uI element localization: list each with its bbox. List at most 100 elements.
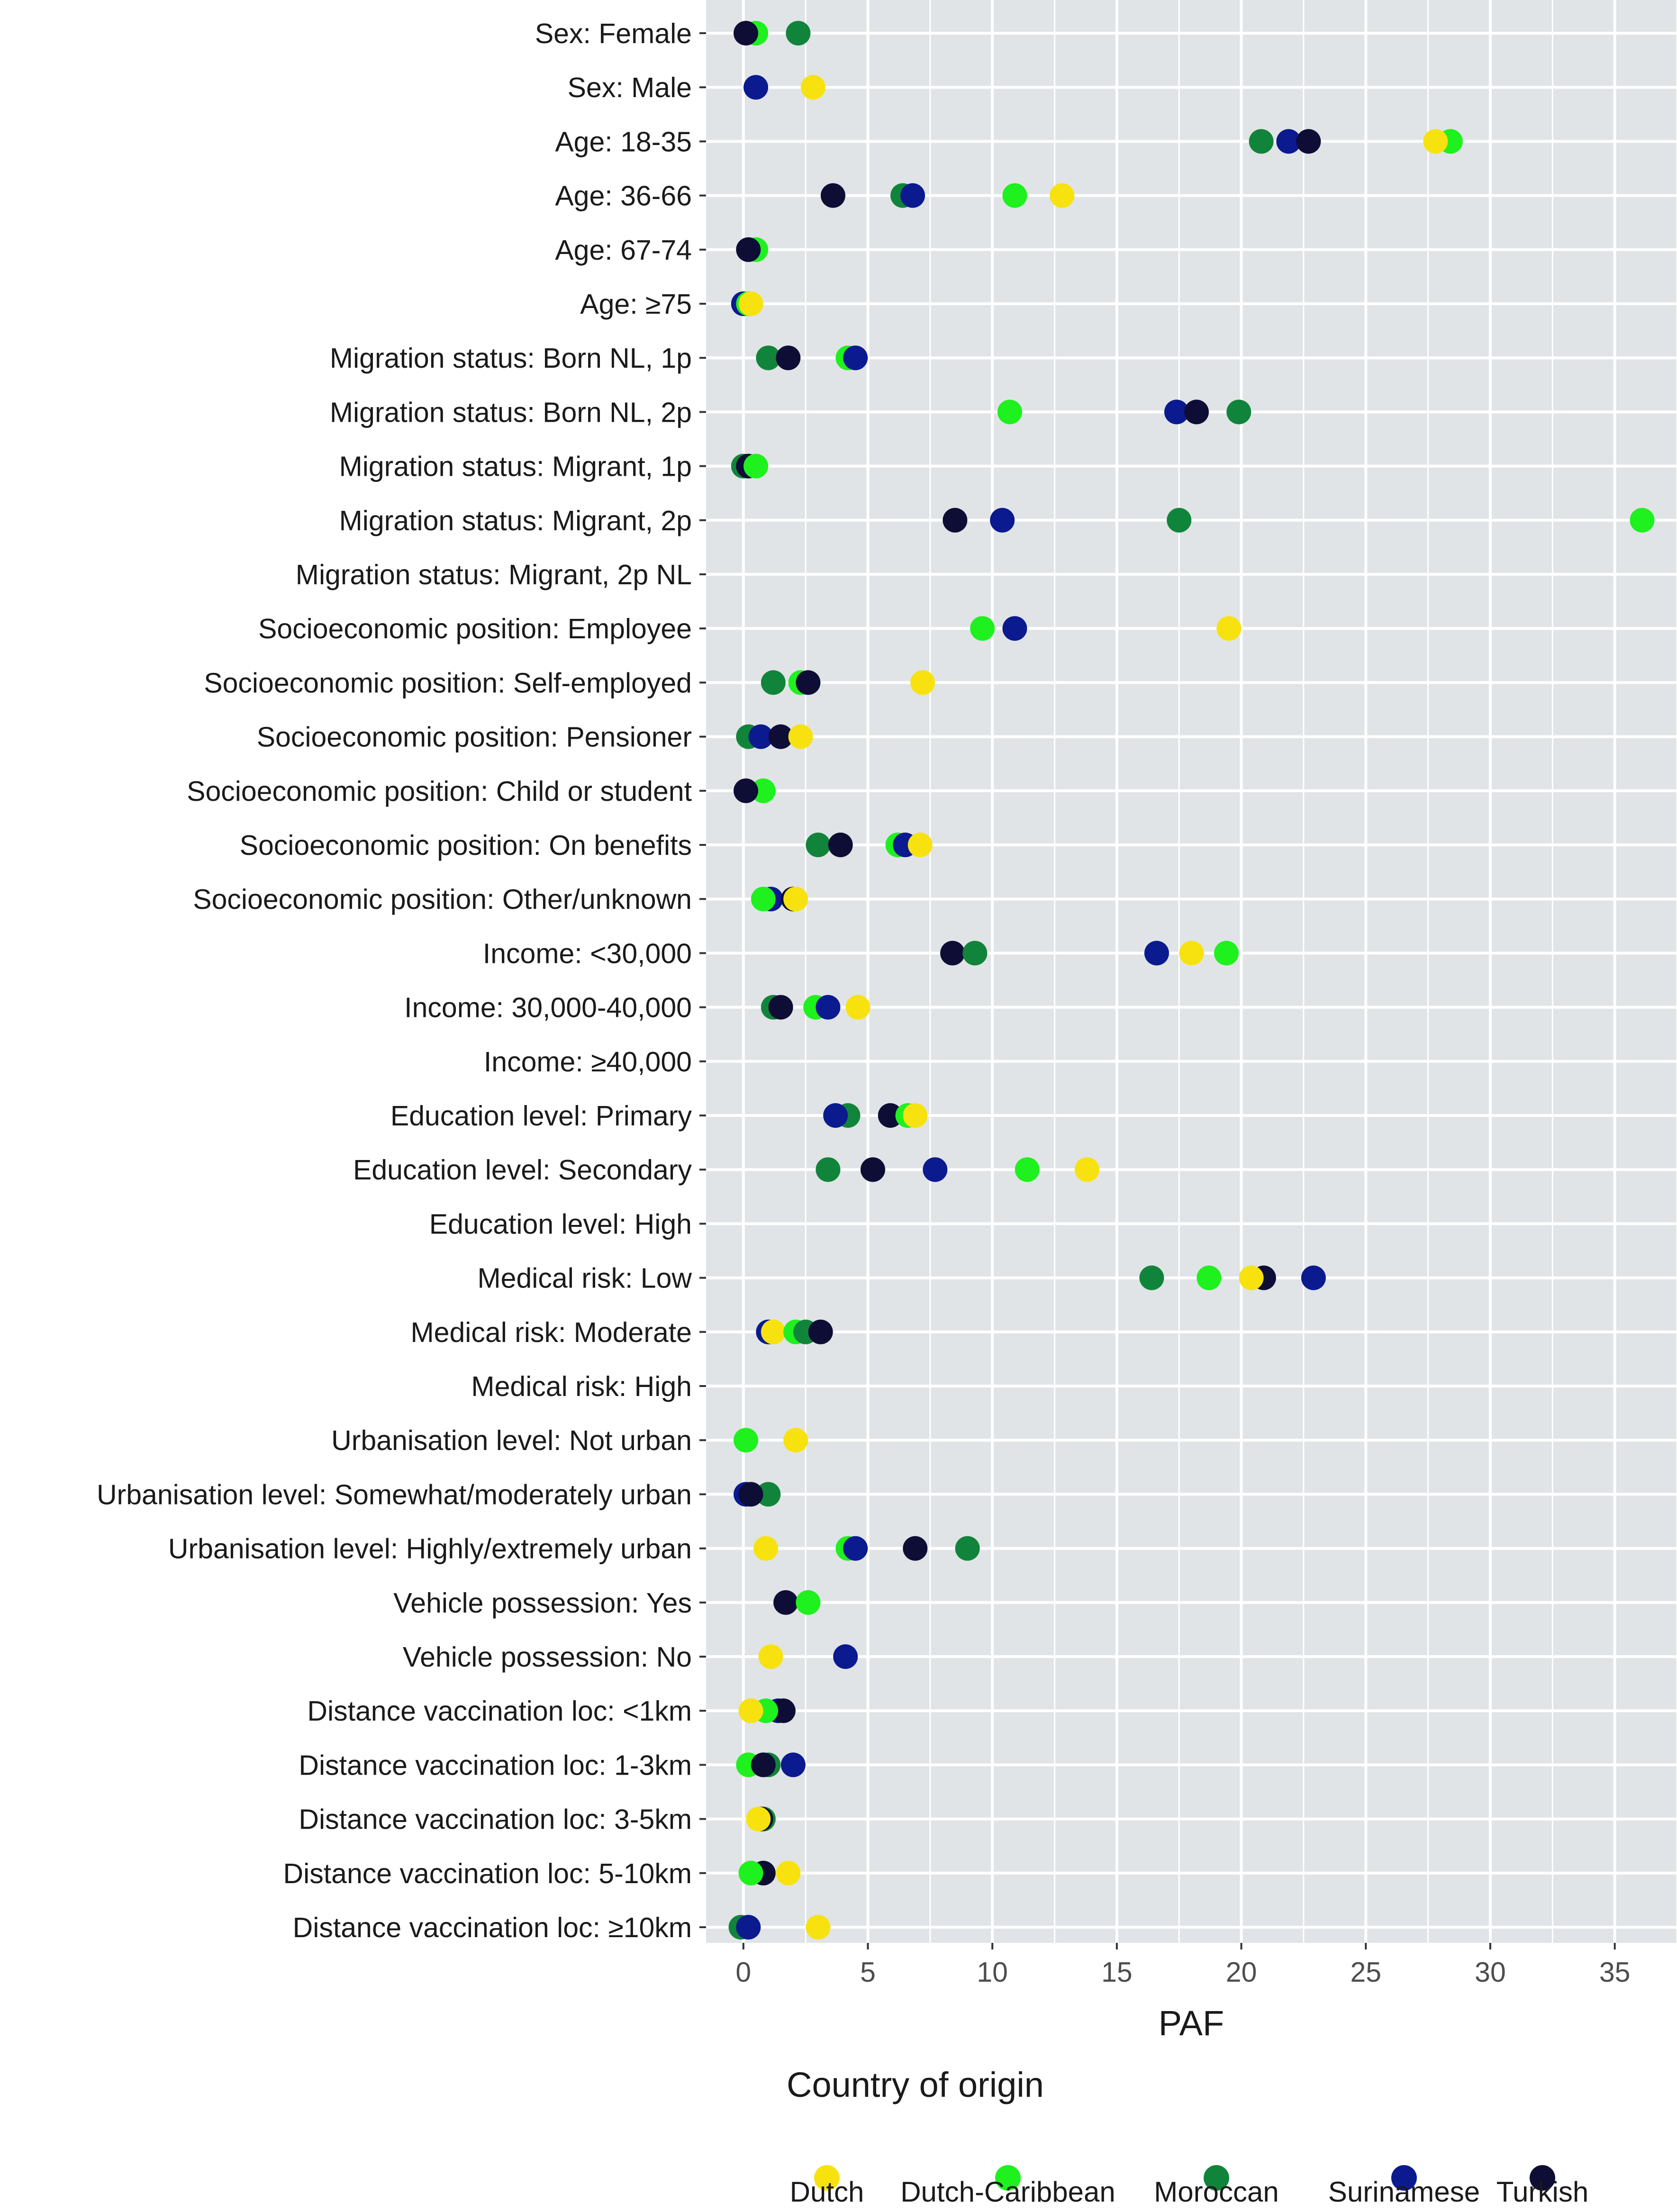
data-point: [748, 724, 773, 749]
x-tick-label: 20: [1226, 1957, 1257, 1988]
data-point: [907, 833, 933, 857]
data-point: [820, 183, 845, 208]
legend: Country of origin Dutch Dutch-Caribbean Mo…: [787, 2065, 1588, 2208]
data-point: [761, 1319, 786, 1344]
data-point: [734, 1428, 759, 1453]
data-points: [728, 21, 1655, 1940]
data-point: [1139, 1265, 1164, 1290]
data-point: [828, 833, 853, 857]
y-tick-label: Migration status: Migrant, 2p NL: [296, 559, 692, 590]
data-point: [1423, 129, 1448, 154]
data-point: [786, 21, 811, 45]
data-point: [1197, 1265, 1222, 1290]
data-point: [1074, 1157, 1099, 1182]
data-point: [903, 1536, 928, 1561]
y-tick-label: Migration status: Migrant, 1p: [339, 451, 692, 482]
data-point: [753, 1536, 779, 1561]
data-point: [761, 670, 786, 695]
y-tick-label: Age: 18-35: [555, 126, 692, 157]
x-tick-label: 30: [1475, 1957, 1506, 1988]
data-point: [743, 453, 769, 479]
data-point: [738, 291, 763, 316]
y-tick-label: Age: 36-66: [555, 181, 692, 212]
data-point: [878, 1103, 903, 1128]
data-point: [806, 833, 831, 857]
data-point: [1015, 1157, 1040, 1182]
y-tick-label: Education level: Secondary: [353, 1154, 692, 1186]
y-tick-label: Socioeconomic position: Child or student: [187, 776, 692, 807]
data-point: [903, 1103, 928, 1128]
data-point: [1301, 1265, 1326, 1290]
data-point: [806, 1915, 831, 1940]
y-tick-label: Distance vaccination loc: 1-3km: [299, 1750, 692, 1781]
legend-key: [1204, 2165, 1229, 2191]
data-point: [783, 887, 808, 912]
data-point: [738, 1698, 763, 1723]
y-tick-label: Socioeconomic position: On benefits: [240, 830, 692, 861]
data-point: [796, 670, 821, 695]
data-point: [943, 508, 968, 533]
data-point: [1002, 183, 1027, 208]
data-point: [780, 1752, 806, 1777]
data-point: [1164, 399, 1189, 425]
y-tick-label: Income: <30,000: [483, 938, 692, 969]
data-point: [768, 724, 793, 749]
y-tick-label: Urbanisation level: Not urban: [331, 1425, 692, 1456]
data-point: [1296, 129, 1321, 154]
y-tick-label: Education level: Primary: [390, 1100, 692, 1132]
data-point: [771, 1698, 796, 1723]
y-tick-label: Age: ≥75: [580, 289, 692, 320]
gridlines: [706, 0, 1677, 1943]
data-point: [758, 1644, 783, 1669]
data-point: [768, 995, 793, 1020]
data-point: [738, 1860, 763, 1886]
x-tick-label: 10: [977, 1957, 1008, 1988]
data-point: [736, 1915, 761, 1940]
data-point: [751, 887, 776, 912]
y-tick-label: Distance vaccination loc: 5-10km: [283, 1858, 692, 1889]
y-tick-label: Sex: Female: [535, 18, 692, 49]
legend-title: Country of origin: [787, 2065, 1044, 2104]
y-tick-label: Distance vaccination loc: ≥10km: [293, 1912, 692, 1943]
data-point: [746, 1806, 771, 1831]
y-tick-label: Medical risk: High: [471, 1371, 692, 1402]
y-tick-label: Medical risk: Moderate: [411, 1317, 692, 1348]
x-tick-label: 35: [1599, 1957, 1631, 1988]
y-tick-label: Migration status: Born NL, 2p: [330, 397, 692, 428]
legend-key: [995, 2165, 1021, 2191]
data-point: [751, 1752, 776, 1777]
x-axis-title: PAF: [1159, 2003, 1224, 2043]
data-point: [734, 778, 759, 803]
data-point: [1276, 129, 1301, 154]
y-tick-label: Income: ≥40,000: [484, 1046, 692, 1078]
data-point: [833, 1644, 858, 1669]
data-point: [861, 1157, 886, 1182]
legend-key: [814, 2165, 840, 2191]
data-point: [1226, 399, 1251, 425]
data-point: [776, 345, 801, 371]
legend-key: [1530, 2165, 1555, 2191]
y-tick-label: Urbanisation level: Somewhat/moderately …: [97, 1479, 692, 1510]
y-tick-label: Vehicle possession: No: [403, 1641, 692, 1673]
data-point: [756, 345, 781, 371]
data-point: [990, 508, 1015, 533]
x-tick-label: 25: [1350, 1957, 1381, 1988]
data-point: [1184, 399, 1209, 425]
x-tick-label: 0: [735, 1957, 751, 1988]
legend-label: Dutch-Caribbean: [900, 2176, 1115, 2208]
data-point: [823, 1103, 848, 1128]
data-point: [808, 1319, 833, 1344]
data-point: [962, 941, 988, 966]
x-axis: 0 5 10 15 20 25 30 35: [735, 1943, 1630, 1988]
x-tick-label: 5: [860, 1957, 876, 1988]
data-point: [1239, 1265, 1264, 1290]
data-point: [800, 75, 825, 100]
data-point: [900, 183, 925, 208]
y-tick-label: Vehicle possession: Yes: [393, 1587, 692, 1619]
data-point: [734, 21, 759, 45]
data-point: [1216, 616, 1242, 641]
y-tick-label: Medical risk: Low: [478, 1263, 692, 1294]
y-axis: Sex: Female Sex: Male Age: 18-35 Age: 36-66…: [97, 18, 706, 1943]
data-point: [773, 1590, 798, 1615]
